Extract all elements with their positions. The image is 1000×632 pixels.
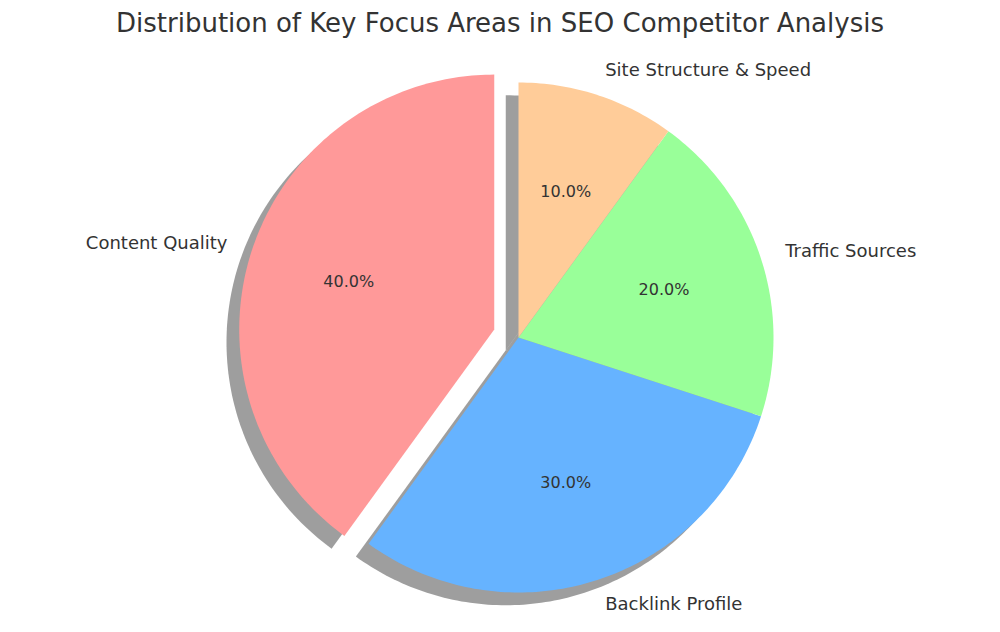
svg-text:30.0%: 30.0%	[540, 473, 591, 492]
html-text:Distribution of Key Focus Area: Distribution of Key Focus Areas in SEO C…	[116, 8, 884, 38]
svg-text:Site Structure & Speed: Site Structure & Speed	[605, 59, 811, 80]
svg-text:10.0%: 10.0%	[540, 182, 591, 201]
svg-text:Traffic Sources: Traffic Sources	[784, 240, 916, 261]
svg-text:20.0%: 20.0%	[639, 280, 690, 299]
svg-text:Content Quality: Content Quality	[86, 232, 228, 253]
svg-text:40.0%: 40.0%	[323, 272, 374, 291]
svg-text:Backlink Profile: Backlink Profile	[605, 593, 742, 614]
